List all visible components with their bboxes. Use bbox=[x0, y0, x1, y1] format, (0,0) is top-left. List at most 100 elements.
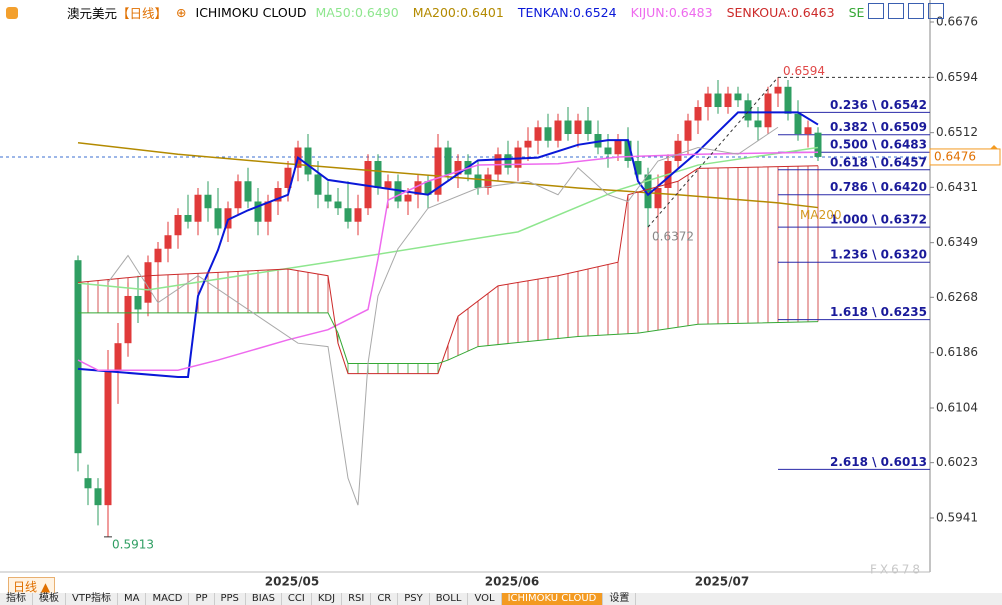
indicator-line bbox=[78, 312, 819, 364]
candle-body bbox=[424, 181, 432, 195]
candle-body bbox=[414, 181, 422, 195]
candle-body bbox=[474, 174, 482, 188]
candle-body bbox=[684, 120, 692, 141]
candle-body bbox=[104, 370, 112, 506]
y-tick-label: 0.6104 bbox=[936, 400, 978, 414]
y-tick-label: 0.6594 bbox=[936, 70, 978, 84]
legend-entry: MA50:0.6490 bbox=[315, 5, 399, 20]
icon[interactable] bbox=[908, 3, 924, 19]
candle-body bbox=[574, 120, 582, 135]
candle-body bbox=[774, 86, 782, 94]
fib-label: 1.000 \ 0.6372 bbox=[830, 213, 927, 227]
candle-body bbox=[214, 208, 222, 229]
indicator-line bbox=[77, 142, 819, 209]
candle-body bbox=[124, 295, 132, 344]
candle-body bbox=[694, 107, 702, 121]
candle-body bbox=[584, 120, 592, 135]
toolbar-item[interactable]: CCI bbox=[282, 593, 312, 605]
fib-label: 0.236 \ 0.6542 bbox=[830, 98, 927, 112]
candle-body bbox=[224, 208, 232, 229]
toolbar-item[interactable]: BIAS bbox=[246, 593, 282, 605]
candle-body bbox=[564, 120, 572, 135]
period-tab[interactable]: 日线 ▲ bbox=[8, 577, 56, 596]
candle-body bbox=[354, 208, 362, 222]
candle-body bbox=[254, 201, 262, 222]
candle-body bbox=[274, 187, 282, 202]
toolbar-item[interactable]: 设置 bbox=[603, 593, 637, 605]
candle-body bbox=[604, 147, 612, 155]
last-price-label: 0.6476 bbox=[934, 149, 976, 163]
candle-body bbox=[804, 127, 812, 135]
toolbar-item[interactable]: VTP指标 bbox=[66, 593, 118, 605]
indicator-line bbox=[107, 126, 779, 506]
x-tick-label: 2025/06 bbox=[485, 575, 539, 589]
y-tick-label: 0.6268 bbox=[936, 290, 978, 304]
candle-body bbox=[504, 154, 512, 168]
candle-body bbox=[764, 93, 772, 128]
tab-label: 日线 bbox=[13, 580, 38, 594]
candle-body bbox=[454, 161, 462, 175]
candle-body bbox=[334, 201, 342, 209]
y-tick-label: 0.6431 bbox=[936, 180, 978, 194]
toolbar-item[interactable]: MA bbox=[118, 593, 147, 605]
fib-label: 1.618 \ 0.6235 bbox=[830, 305, 927, 319]
ma200-tag: MA200 bbox=[800, 208, 841, 222]
header: 澳元美元 【日线】 ⊕ ICHIMOKU CLOUD MA50:0.6490 MA2… bbox=[6, 3, 864, 22]
candle-body bbox=[164, 235, 172, 249]
candle-body bbox=[544, 127, 552, 141]
toolbar-item[interactable]: PPS bbox=[215, 593, 246, 605]
candle-body bbox=[94, 488, 102, 506]
symbol-name: 澳元美元 bbox=[67, 6, 118, 21]
candle-body bbox=[84, 478, 92, 489]
candle-body bbox=[704, 93, 712, 108]
toolbar-item[interactable]: PSY bbox=[398, 593, 430, 605]
toolbar-item[interactable]: VOL bbox=[468, 593, 502, 605]
candle-body bbox=[714, 93, 722, 108]
y-tick-label: 0.6186 bbox=[936, 345, 978, 359]
logo bbox=[6, 6, 18, 19]
icon[interactable] bbox=[928, 3, 944, 19]
y-tick-label: 0.6023 bbox=[936, 455, 978, 469]
symbol: 澳元美元 【日线】 bbox=[67, 3, 167, 22]
icon[interactable] bbox=[888, 3, 904, 19]
candle-body bbox=[204, 194, 212, 209]
toolbar-item[interactable]: ICHIMOKU CLOUD bbox=[501, 593, 604, 605]
toolbar-item[interactable]: RSI bbox=[342, 593, 372, 605]
candle-body bbox=[304, 147, 312, 175]
y-tick-label: 0.6349 bbox=[936, 235, 978, 249]
candle-body bbox=[184, 214, 192, 222]
last-price-arrow bbox=[990, 144, 998, 149]
toolbar-item[interactable]: 指标 bbox=[0, 593, 33, 605]
y-tick-label: 0.6512 bbox=[936, 125, 978, 139]
y-tick-label: 0.5941 bbox=[936, 510, 978, 524]
swing-low-label: 0.6372 bbox=[652, 230, 694, 244]
toolbar-item[interactable]: CR bbox=[371, 593, 399, 605]
x-tick-label: 2025/05 bbox=[265, 575, 319, 589]
indicator-line bbox=[77, 146, 819, 291]
add-icon[interactable]: ⊕ bbox=[176, 5, 187, 20]
candle-body bbox=[444, 147, 452, 175]
fib-label: 0.500 \ 0.6483 bbox=[830, 138, 927, 152]
high-label: 0.6594 bbox=[783, 64, 825, 78]
toolbar-item[interactable]: 模板 bbox=[33, 593, 66, 605]
candle-body bbox=[484, 174, 492, 188]
toolbar-item[interactable]: BOLL bbox=[430, 593, 469, 605]
candle-body bbox=[724, 93, 732, 108]
candle-body bbox=[784, 86, 792, 114]
toolbar-item[interactable]: MACD bbox=[146, 593, 190, 605]
toolbar-item[interactable]: KDJ bbox=[312, 593, 343, 605]
fib-label: 0.618 \ 0.6457 bbox=[830, 155, 927, 169]
fib-label: 1.236 \ 0.6320 bbox=[830, 248, 927, 262]
candle-body bbox=[554, 120, 562, 141]
candle-body bbox=[134, 295, 142, 310]
x-tick-label: 2025/07 bbox=[695, 575, 749, 589]
icon[interactable] bbox=[868, 3, 884, 19]
candle-body bbox=[154, 248, 162, 263]
candle-body bbox=[264, 201, 272, 222]
candle-body bbox=[734, 93, 742, 101]
candle-body bbox=[654, 187, 662, 209]
toolbar-item[interactable]: PP bbox=[189, 593, 215, 605]
candle-body bbox=[364, 161, 372, 209]
candle-body bbox=[144, 262, 152, 303]
